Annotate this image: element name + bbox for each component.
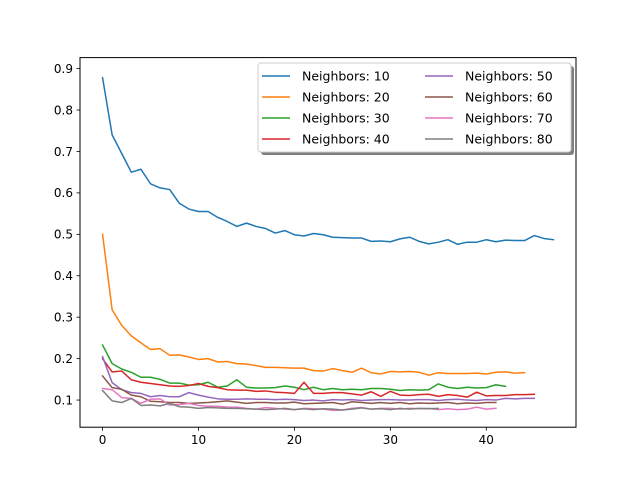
y-tick-label: 0.3: [54, 310, 73, 324]
legend-label-7: Neighbors: 70: [465, 111, 553, 126]
legend-label-1: Neighbors: 10: [302, 69, 390, 84]
legend-label-3: Neighbors: 30: [302, 111, 390, 126]
legend-label-8: Neighbors: 80: [465, 132, 553, 147]
y-tick-label: 0.9: [54, 62, 73, 76]
y-tick-label: 0.6: [54, 186, 73, 200]
x-tick-label: 10: [191, 433, 206, 447]
series-line-5: [101, 355, 536, 402]
y-tick-label: 0.2: [54, 352, 73, 366]
y-tick-label: 0.8: [54, 103, 73, 117]
y-tick-label: 0.1: [54, 393, 73, 407]
series-layer: [101, 76, 555, 412]
series-line-1: [101, 76, 555, 246]
series-line-6: [101, 374, 497, 405]
legend-box: [257, 62, 572, 153]
legend: Neighbors: 10 Neighbors: 20 Neighbors: 30 N…: [257, 62, 574, 155]
legend-label-6: Neighbors: 60: [465, 90, 553, 105]
series-line-8: [101, 389, 440, 411]
legend-label-2: Neighbors: 20: [302, 90, 390, 105]
x-tick-label: 30: [383, 433, 398, 447]
series-line-2: [101, 233, 526, 376]
x-tick-label: 0: [99, 433, 107, 447]
y-tick-label: 0.5: [54, 228, 73, 242]
series-line-3: [101, 343, 507, 392]
axes-frame: [79, 57, 577, 428]
y-tick-label: 0.4: [54, 269, 73, 283]
x-tick-label: 20: [287, 433, 302, 447]
legend-label-5: Neighbors: 50: [465, 69, 553, 84]
x-tick-label: 40: [479, 433, 494, 447]
y-tick-label: 0.7: [54, 145, 73, 159]
legend-label-4: Neighbors: 40: [302, 132, 390, 147]
tick-layer: 0 10 20 30 40 0.1 0.2 0.3 0.4 0.5 0.6 0.7 0.8 0.9: [54, 62, 494, 447]
series-line-4: [101, 357, 536, 398]
